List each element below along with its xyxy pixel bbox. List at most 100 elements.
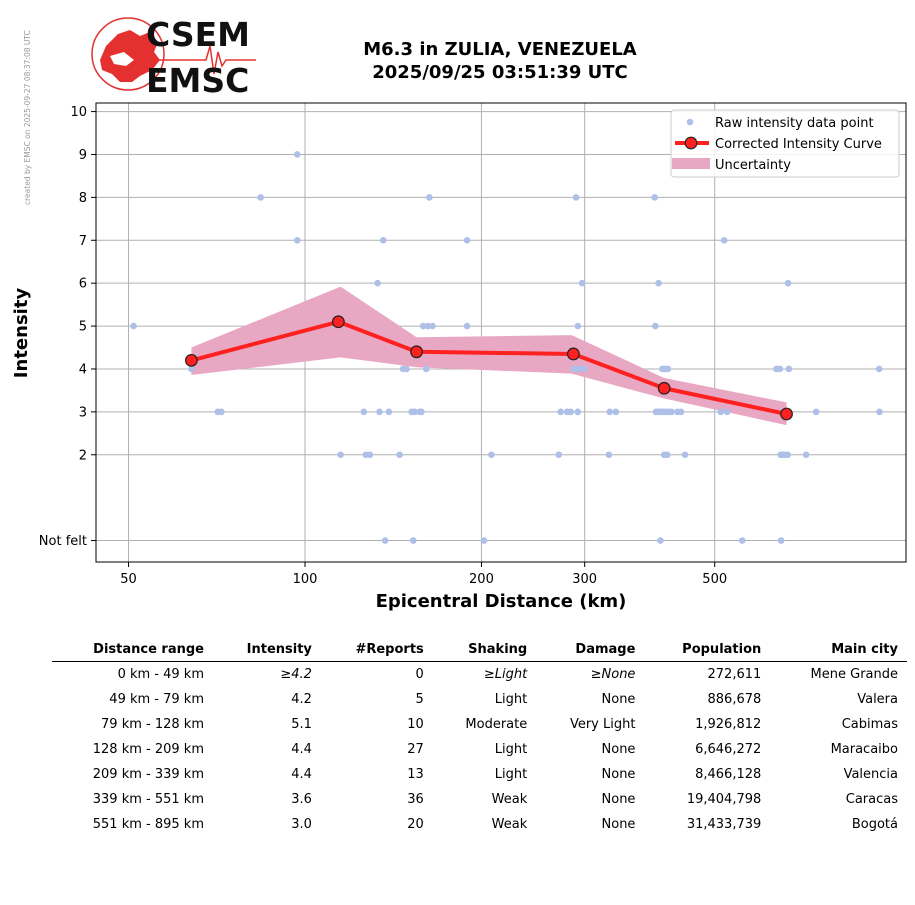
table-cell: Moderate — [465, 717, 528, 732]
raw-data-point — [567, 408, 575, 416]
table-cell: 19,404,798 — [686, 792, 762, 807]
curve-marker — [184, 353, 198, 367]
table-cell: 3.6 — [291, 792, 312, 807]
grid — [96, 103, 906, 562]
csem-emsc-logo: CSEM EMSC — [91, 16, 256, 98]
table-cell: 0 — [415, 667, 424, 682]
raw-data-point — [777, 537, 785, 544]
raw-data-point — [257, 194, 264, 201]
raw-data-point — [293, 151, 301, 158]
table-cell: ≥4.2 — [280, 667, 312, 682]
table-cell: ≥None — [590, 667, 636, 682]
corrected-curve-line — [190, 319, 787, 416]
raw-data-point — [572, 194, 580, 201]
uncertainty-band — [191, 286, 787, 426]
table-row: 0 km - 49 km ≥4.2 0 ≥Light ≥None 272,611 Mene … — [52, 662, 907, 688]
raw-data-point — [717, 408, 725, 416]
raw-data-point — [576, 365, 583, 373]
curve-marker — [780, 407, 793, 421]
table-row: 551 km - 895 km 3.0 20 Weak None 31,433,739 Bo… — [52, 812, 907, 837]
x-tick-label: 200 — [469, 572, 494, 587]
table-cell: 10 — [407, 717, 424, 732]
table-cell: ≥Light — [483, 667, 528, 682]
legend-band-swatch — [672, 158, 710, 169]
raw-data-point — [418, 408, 425, 416]
table-cell: 49 km - 79 km — [109, 692, 204, 707]
table-cell: 0 km - 49 km — [117, 667, 204, 682]
legend-box — [670, 109, 900, 178]
table-header-cell: Distance range — [52, 640, 213, 662]
creation-note: created by EMSC on 2025-09-27 08:37:08 U… — [23, 30, 32, 205]
raw-data-point — [784, 451, 791, 459]
y-tick-label: 2 — [79, 448, 87, 463]
y-tick-label: 5 — [79, 320, 87, 335]
raw-data-point — [422, 365, 430, 373]
raw-data-point — [738, 537, 746, 544]
table-cell: None — [601, 692, 636, 707]
raw-data-point — [419, 322, 427, 330]
legend-label: Raw intensity data point — [715, 116, 874, 131]
table-cell: 20 — [407, 817, 424, 832]
raw-data-point — [366, 451, 374, 459]
table-row: 339 km - 551 km 3.6 36 Weak None 19,404,798 Ca… — [52, 787, 907, 812]
raw-data-point — [668, 408, 675, 416]
table-cell: Maracaibo — [830, 742, 898, 757]
y-tick-label: 6 — [79, 277, 87, 292]
table-cell: None — [601, 817, 636, 832]
raw-data-point — [802, 451, 810, 459]
table-cell: Caracas — [845, 792, 898, 807]
raw-data-point — [396, 451, 403, 459]
table-row: 49 km - 79 km 4.2 5 Light None 886,678 Valera — [52, 687, 907, 712]
table-cell: 551 km - 895 km — [92, 817, 204, 832]
table-cell: 209 km - 339 km — [92, 767, 204, 782]
y-axis-label: Intensity — [11, 288, 32, 379]
table-cell: 4.2 — [291, 692, 312, 707]
raw-data-point — [681, 451, 689, 459]
raw-data-point — [876, 408, 883, 416]
table-cell: 6,646,272 — [695, 742, 762, 757]
logo-top-text: CSEM — [146, 16, 250, 54]
table-header-cell: Main city — [770, 640, 907, 662]
table-header-cell: Intensity — [213, 640, 321, 662]
table-header-row: Distance range Intensity #Reports Shaking Da… — [52, 640, 907, 662]
raw-data-point — [657, 537, 664, 544]
raw-data-point — [488, 451, 495, 459]
raw-data-point — [655, 279, 662, 287]
raw-data-point — [723, 408, 731, 416]
raw-data-point — [337, 451, 344, 459]
table-cell: Weak — [491, 817, 528, 832]
legend: Raw intensity data point Corrected Intens… — [670, 109, 900, 178]
table-cell: Mene Grande — [810, 667, 898, 682]
legend-curve-marker — [684, 136, 698, 150]
raw-data-point — [376, 408, 383, 416]
raw-data-point — [218, 408, 225, 416]
table-cell: 1,926,812 — [695, 717, 762, 732]
table-header-cell: Damage — [536, 640, 645, 662]
table-body: 0 km - 49 km ≥4.2 0 ≥Light ≥None 272,611 Mene … — [52, 662, 907, 838]
raw-data-point — [426, 194, 433, 201]
table-cell: Weak — [491, 792, 528, 807]
raw-points — [130, 151, 883, 544]
table-cell: 3.0 — [291, 817, 312, 832]
y-tick-label: 8 — [79, 191, 87, 206]
raw-data-point — [605, 451, 613, 459]
table-header-cell: Population — [644, 640, 771, 662]
table-cell: 36 — [407, 792, 424, 807]
table-cell: 13 — [407, 767, 424, 782]
legend-raw-marker — [686, 118, 694, 126]
raw-data-point — [581, 365, 588, 373]
raw-data-point — [188, 365, 195, 373]
table-cell: Very Light — [569, 717, 636, 732]
table-row: 79 km - 128 km 5.1 10 Moderate Very Light 1,9… — [52, 712, 907, 737]
axes: 50 100 200 300 500 Not felt 2 3 4 5 6 7 8 9 10 — [39, 102, 907, 587]
table-cell: 4.4 — [291, 742, 312, 757]
title-line-2: 2025/09/25 03:51:39 UTC — [372, 62, 628, 83]
table-cell: Cabimas — [841, 717, 898, 732]
uncertainty-area — [191, 286, 787, 426]
logo-bottom-text: EMSC — [146, 61, 249, 98]
x-tick-label: 500 — [702, 572, 727, 587]
table-cell: 4.4 — [291, 767, 312, 782]
table-cell: Light — [494, 767, 528, 782]
y-tick-label: 9 — [79, 148, 87, 163]
distance-summary-table: Distance range Intensity #Reports Shaking Da… — [52, 640, 907, 837]
